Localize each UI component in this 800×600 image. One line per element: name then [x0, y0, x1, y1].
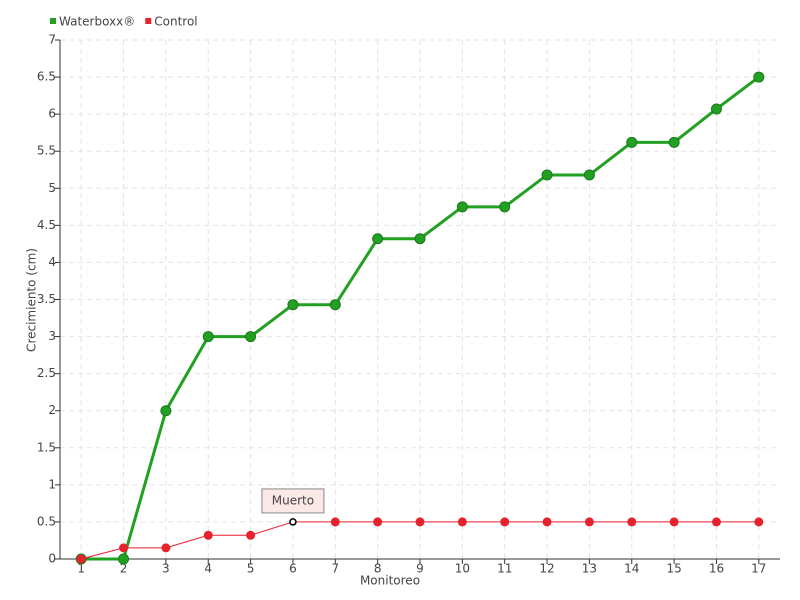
y-tick-label: 4.5: [37, 218, 56, 232]
legend-label: Control: [154, 15, 197, 29]
data-point: [118, 553, 130, 565]
y-tick-label: 7: [48, 33, 56, 47]
data-point: [414, 233, 426, 245]
legend-swatch: [50, 18, 56, 24]
y-tick-label: 1.5: [37, 440, 56, 454]
data-point: [710, 103, 722, 115]
data-point: [287, 299, 299, 311]
x-tick-label: 16: [709, 562, 724, 576]
data-point: [160, 405, 172, 417]
x-tick-label: 15: [666, 562, 681, 576]
y-tick-label: 2.5: [37, 366, 56, 380]
data-point: [542, 517, 552, 527]
data-point: [161, 543, 171, 553]
data-point: [289, 518, 297, 526]
x-tick-label: 13: [582, 562, 597, 576]
x-tick-label: 3: [162, 562, 170, 576]
data-point: [583, 169, 595, 181]
x-tick-label: 4: [204, 562, 212, 576]
data-point: [245, 331, 257, 343]
y-tick-label: 1: [48, 477, 56, 491]
data-point: [627, 517, 637, 527]
y-tick-label: 0: [48, 552, 56, 566]
data-point: [500, 517, 510, 527]
data-point: [669, 517, 679, 527]
x-tick-label: 2: [120, 562, 128, 576]
data-point: [202, 331, 214, 343]
data-point: [415, 517, 425, 527]
y-axis-label: Crecimiento (cm): [25, 248, 39, 352]
y-tick-label: 3: [48, 329, 56, 343]
x-tick-label: 8: [374, 562, 382, 576]
y-tick-label: 5.5: [37, 144, 56, 158]
annotation: Muerto: [272, 493, 314, 507]
data-point: [119, 543, 129, 553]
data-point: [246, 530, 256, 540]
data-point: [711, 517, 721, 527]
x-tick-label: 1: [77, 562, 85, 576]
data-point: [76, 554, 86, 564]
y-tick-label: 3.5: [37, 292, 56, 306]
data-point: [584, 517, 594, 527]
data-point: [203, 530, 213, 540]
data-point: [541, 169, 553, 181]
annotation-box: [261, 488, 325, 514]
x-tick-label: 12: [539, 562, 554, 576]
x-tick-label: 17: [751, 562, 766, 576]
y-tick-label: 6: [48, 107, 56, 121]
data-point: [754, 517, 764, 527]
data-point: [499, 201, 511, 213]
data-point: [668, 136, 680, 148]
y-tick-label: 0.5: [37, 514, 56, 528]
x-tick-label: 7: [331, 562, 339, 576]
x-tick-label: 14: [624, 562, 639, 576]
data-point: [626, 136, 638, 148]
x-axis-label: Monitoreo: [360, 574, 420, 588]
y-tick-label: 4: [48, 255, 56, 269]
y-tick-label: 2: [48, 403, 56, 417]
data-point: [373, 517, 383, 527]
data-point: [753, 71, 765, 83]
x-tick-label: 11: [497, 562, 512, 576]
data-point: [329, 299, 341, 311]
y-tick-label: 5: [48, 181, 56, 195]
x-tick-label: 6: [289, 562, 297, 576]
x-tick-label: 10: [455, 562, 470, 576]
x-tick-label: 9: [416, 562, 424, 576]
legend-swatch: [145, 18, 152, 24]
y-tick-label: 6.5: [37, 70, 56, 84]
data-point: [372, 233, 384, 245]
data-point: [457, 517, 467, 527]
x-tick-label: 5: [247, 562, 255, 576]
data-point: [456, 201, 468, 213]
data-point: [330, 517, 340, 527]
legend-label: Waterboxx®: [59, 15, 135, 29]
